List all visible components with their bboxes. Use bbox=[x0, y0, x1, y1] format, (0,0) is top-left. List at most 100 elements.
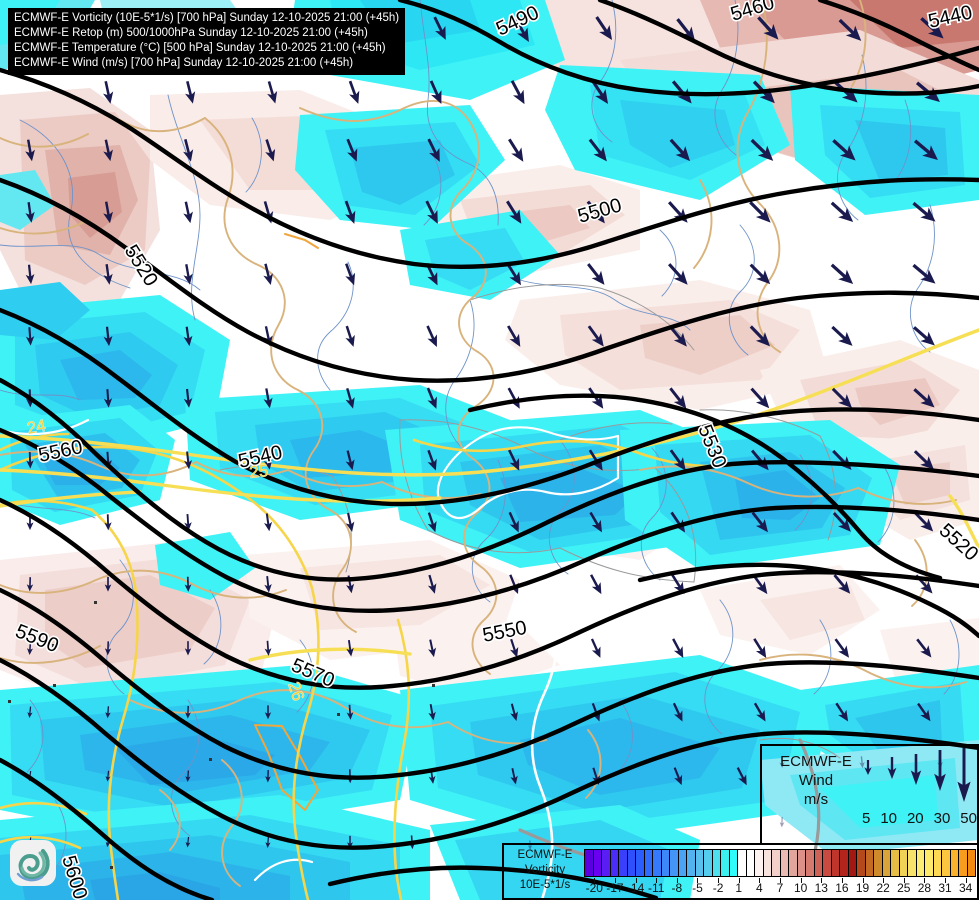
retop-label: 5520 bbox=[935, 519, 979, 565]
colorbar-model: ECMWF-E bbox=[517, 849, 573, 861]
wind-speed-50: 50 bbox=[960, 810, 977, 827]
retop-label: 5460 bbox=[728, 0, 777, 26]
colorbar-swatch bbox=[763, 850, 772, 876]
wind-legend-units: m/s bbox=[803, 791, 829, 808]
wind-speed-5: 5 bbox=[862, 810, 871, 827]
colorbar-tick-mark bbox=[594, 878, 596, 883]
colorbar-swatch bbox=[925, 850, 934, 876]
colorbar-swatch bbox=[721, 850, 730, 876]
retop-label: 5530 bbox=[693, 422, 730, 472]
wind-legend-variable: Wind bbox=[798, 772, 834, 789]
colorbar-swatch bbox=[653, 850, 662, 876]
colorbar-tick-mark bbox=[656, 878, 658, 883]
colorbar-swatch bbox=[908, 850, 917, 876]
wind-legend-model: ECMWF-E bbox=[780, 753, 852, 770]
wind-legend-title: ECMWF-E Wind m/s bbox=[768, 752, 864, 809]
colorbar-tick-mark bbox=[821, 878, 823, 883]
colorbar-tick-mark bbox=[614, 878, 616, 883]
colorbar-swatch bbox=[610, 850, 619, 876]
colorbar-tick-label: -8 bbox=[671, 881, 683, 895]
colorbar-swatch bbox=[585, 850, 594, 876]
colorbar-caption: ECMWF-E Vorticity 10E-5*1/s bbox=[508, 848, 582, 893]
title-line-temperature: ECMWF-E Temperature (°C) [500 hPa] Sunda… bbox=[14, 42, 386, 54]
colorbar-swatch bbox=[619, 850, 628, 876]
colorbar-swatch bbox=[806, 850, 815, 876]
colorbar-tick-label: 22 bbox=[876, 881, 890, 895]
colorbar-tick-mark bbox=[697, 878, 699, 883]
colorbar-variable: Vorticity bbox=[524, 864, 566, 876]
colorbar-tick-mark bbox=[780, 878, 781, 883]
colorbar-swatch bbox=[712, 850, 721, 876]
colorbar-tick-label: 4 bbox=[756, 881, 763, 895]
colorbar-swatch bbox=[704, 850, 713, 876]
colorbar-units: 10E-5*1/s bbox=[519, 879, 571, 891]
colorbar-swatch bbox=[848, 850, 857, 876]
colorbar-tick-label: 7 bbox=[776, 881, 784, 895]
spiral-logo-icon bbox=[16, 849, 50, 882]
wind-speed-30: 30 bbox=[933, 810, 951, 827]
colorbar-tick-label: 10 bbox=[793, 881, 808, 895]
retop-label: 5520 bbox=[120, 241, 162, 290]
colorbar-tick-label: 31 bbox=[938, 881, 952, 895]
colorbar-swatch bbox=[967, 850, 975, 876]
retop-label: 5600 bbox=[57, 853, 91, 900]
colorbar-swatch bbox=[644, 850, 653, 876]
wind-legend-arrows bbox=[864, 748, 971, 802]
colorbar-tick-label: -14 bbox=[626, 881, 645, 895]
colorbar-tick-mark bbox=[945, 878, 947, 883]
retop-label: 5440 bbox=[926, 1, 974, 32]
colorbar-swatch bbox=[874, 850, 883, 876]
retop-label: 5490 bbox=[493, 2, 543, 41]
colorbar-tick-mark bbox=[718, 878, 720, 883]
colorbar-swatch bbox=[755, 850, 764, 876]
title-block: ECMWF-E Vorticity (10E-5*1/s) [700 hPa] … bbox=[8, 8, 406, 75]
colorbar-tick-label: -2 bbox=[712, 881, 724, 895]
colorbar-tick-mark bbox=[883, 878, 885, 883]
colorbar-swatch bbox=[772, 850, 781, 876]
colorbar-swatch bbox=[636, 850, 645, 876]
colorbar-tick-label: 16 bbox=[835, 881, 849, 895]
title-line-wind: ECMWF-E Wind (m/s) [700 hPa] Sunday 12-1… bbox=[14, 57, 354, 69]
colorbar-swatch bbox=[831, 850, 840, 876]
colorbar-tick-label: -20 bbox=[585, 881, 603, 895]
title-line-vorticity: ECMWF-E Vorticity (10E-5*1/s) [700 hPa] … bbox=[14, 12, 400, 24]
colorbar-tick-label: -17 bbox=[606, 881, 624, 895]
colorbar-swatch bbox=[627, 850, 636, 876]
colorbar-tick-mark bbox=[676, 878, 678, 883]
colorbar-tick-label: 34 bbox=[958, 881, 973, 895]
colorbar-tick-label: 1 bbox=[735, 881, 743, 895]
colorbar-swatch bbox=[899, 850, 908, 876]
colorbar-tick-label: 28 bbox=[917, 881, 932, 895]
temperature-label: 24 bbox=[25, 416, 47, 438]
wind-speed-10: 10 bbox=[880, 810, 897, 827]
retop-label: 5550 bbox=[481, 617, 529, 647]
colorbar-tick-label: 13 bbox=[814, 881, 828, 895]
colorbar-swatch bbox=[857, 850, 866, 876]
colorbar-swatch bbox=[780, 850, 789, 876]
colorbar-swatch bbox=[959, 850, 968, 876]
colorbar-gradient bbox=[584, 849, 976, 877]
title-line-retop: ECMWF-E Retop (m) 500/1000hPa Sunday 12-… bbox=[14, 27, 368, 39]
retop-label: 5500 bbox=[575, 194, 624, 227]
colorbar-tick-mark bbox=[738, 878, 740, 883]
colorbar-swatch bbox=[933, 850, 942, 876]
colorbar-swatch bbox=[840, 850, 849, 876]
colorbar-swatch bbox=[661, 850, 670, 876]
colorbar-tick-label: 25 bbox=[897, 881, 911, 895]
temperature-label: 25 bbox=[248, 461, 269, 482]
colorbar-swatch bbox=[823, 850, 832, 876]
wind-speed-20: 20 bbox=[906, 810, 924, 827]
wind-legend-scale: 5 10 20 30 50 bbox=[862, 810, 977, 827]
colorbar-swatch bbox=[891, 850, 900, 876]
colorbar-swatch bbox=[916, 850, 925, 876]
highways bbox=[254, 233, 319, 811]
colorbar-tick-mark bbox=[800, 878, 802, 883]
white-river bbox=[530, 594, 559, 900]
colorbar-swatch bbox=[670, 850, 679, 876]
retop-label: 5560 bbox=[36, 436, 84, 467]
vorticity-colorbar-panel: ECMWF-E Vorticity 10E-5*1/s -20 -17 -14 -11… bbox=[502, 843, 979, 900]
